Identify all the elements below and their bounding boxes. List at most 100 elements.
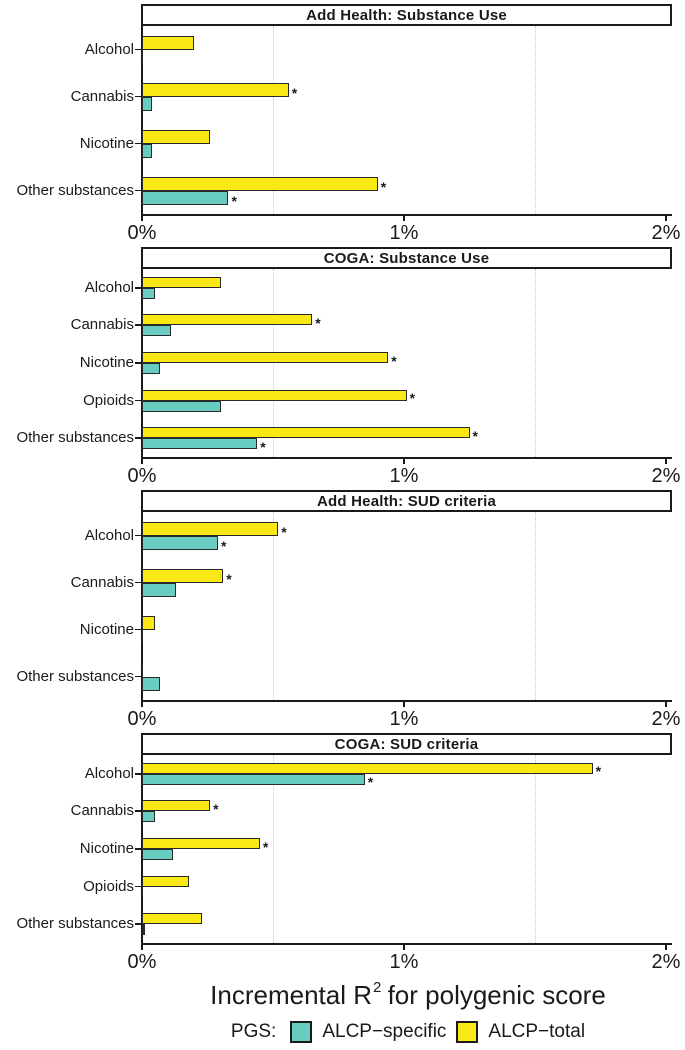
bar-alcp-specific [142, 143, 153, 158]
panel-title-3: Add Health: SUD criteria [141, 490, 672, 512]
gridline [535, 512, 536, 700]
bar-alcp-specific [142, 849, 174, 860]
x-axis-tick-label: 0% [127, 222, 157, 244]
y-axis-tick [135, 286, 141, 289]
y-axis-tick [135, 810, 141, 813]
x-axis-tick [665, 459, 667, 464]
y-axis-tick [135, 142, 141, 145]
bar-alcp-specific [142, 325, 171, 337]
x-axis-tick-label: 1% [389, 951, 419, 973]
x-axis-tick-label: 2% [651, 708, 681, 730]
category-label: Nicotine [79, 134, 134, 152]
y-axis-tick [135, 95, 141, 98]
x-axis-tick [141, 945, 143, 950]
gridline [273, 269, 274, 457]
x-axis-title-suffix: for polygenic score [380, 980, 606, 1010]
category-label: Alcohol [84, 278, 134, 296]
category-label: Nicotine [79, 620, 134, 638]
x-axis-tick [403, 702, 405, 707]
bar-alcp-total [142, 176, 378, 191]
y-axis-tick [135, 628, 141, 631]
category-label: Opioids [83, 877, 134, 895]
x-axis-tick [403, 216, 405, 221]
significance-asterisk: * [213, 800, 219, 817]
legend-entry-alcp-specific: ALCP−specific [322, 1021, 447, 1042]
bar-alcp-total [142, 389, 407, 401]
panel-title-4: COGA: SUD criteria [141, 733, 672, 755]
x-axis-tick [403, 945, 405, 950]
significance-asterisk: * [220, 537, 227, 554]
gridline [535, 26, 536, 214]
y-axis-tick [135, 675, 141, 678]
x-axis-tick-label: 1% [389, 465, 419, 487]
bar-alcp-specific [142, 190, 229, 205]
bar-alcp-total [142, 875, 190, 887]
bar-alcp-specific [142, 886, 143, 898]
x-axis-line [141, 457, 672, 459]
y-axis-tick [135, 581, 141, 584]
bar-alcp-specific [142, 438, 258, 450]
bar-alcp-total [142, 662, 143, 677]
bar-alcp-specific [142, 287, 156, 299]
significance-asterisk: * [315, 314, 321, 331]
significance-asterisk: * [380, 178, 387, 195]
gridline [535, 269, 536, 457]
y-axis-tick [135, 324, 141, 327]
x-axis-title: Incremental R2 for polygenic score [120, 979, 685, 1011]
gridline [273, 512, 274, 700]
x-axis-line [141, 214, 672, 216]
x-axis-tick-label: 2% [651, 465, 681, 487]
category-label: Nicotine [79, 840, 134, 857]
y-axis-tick [135, 362, 141, 364]
y-axis-line [141, 26, 143, 216]
x-axis-tick [141, 702, 143, 707]
y-axis-tick [135, 437, 141, 439]
category-label: Nicotine [79, 354, 134, 371]
significance-asterisk: * [367, 774, 374, 791]
bar-alcp-specific [142, 49, 144, 64]
x-axis-tick [403, 459, 405, 464]
bar-alcp-total [142, 276, 221, 288]
x-axis-tick-label: 2% [651, 222, 681, 244]
panel-title-2: COGA: Substance Use [141, 247, 672, 269]
legend-entry-alcp-total: ALCP−total [488, 1021, 586, 1042]
significance-asterisk: * [262, 838, 269, 855]
bar-alcp-total [142, 913, 203, 925]
significance-asterisk: * [595, 763, 602, 780]
bar-alcp-total [142, 615, 156, 630]
bar-alcp-total [142, 129, 211, 144]
category-label: Cannabis [70, 802, 134, 820]
x-axis-tick [665, 945, 667, 950]
category-label: Alcohol [84, 40, 134, 58]
bar-alcp-total [142, 800, 211, 812]
category-label: Other substances [16, 429, 134, 447]
x-axis-title-superscript: 2 [373, 979, 382, 997]
bar-alcp-total [142, 427, 470, 439]
legend: PGS: ALCP−specific ALCP−total [120, 1021, 685, 1043]
gridline [273, 26, 274, 214]
category-label: Other substances [16, 915, 134, 933]
category-label: Alcohol [84, 526, 134, 544]
x-axis-tick-label: 1% [389, 222, 419, 244]
x-axis-tick-label: 0% [127, 951, 157, 973]
category-label: Cannabis [70, 316, 134, 334]
gridline [273, 755, 274, 943]
x-axis-tick-label: 1% [389, 708, 419, 730]
y-axis-tick [135, 48, 141, 51]
bar-alcp-total [142, 82, 289, 97]
category-label: Opioids [83, 391, 134, 409]
y-axis-line [141, 512, 143, 702]
bar-alcp-specific [142, 629, 143, 644]
category-label: Other substances [16, 181, 134, 199]
panel-title-1: Add Health: Substance Use [141, 4, 672, 26]
category-label: Alcohol [84, 764, 134, 782]
y-axis-tick [135, 189, 141, 192]
significance-asterisk: * [231, 192, 237, 209]
bar-alcp-specific [142, 676, 161, 691]
bar-alcp-specific [142, 924, 145, 936]
x-axis-tick-label: 2% [651, 951, 681, 973]
legend-swatch-alcp-specific [290, 1021, 313, 1043]
bar-alcp-total [142, 352, 389, 363]
bar-alcp-specific [142, 96, 153, 111]
legend-swatch-alcp-total [456, 1021, 479, 1043]
